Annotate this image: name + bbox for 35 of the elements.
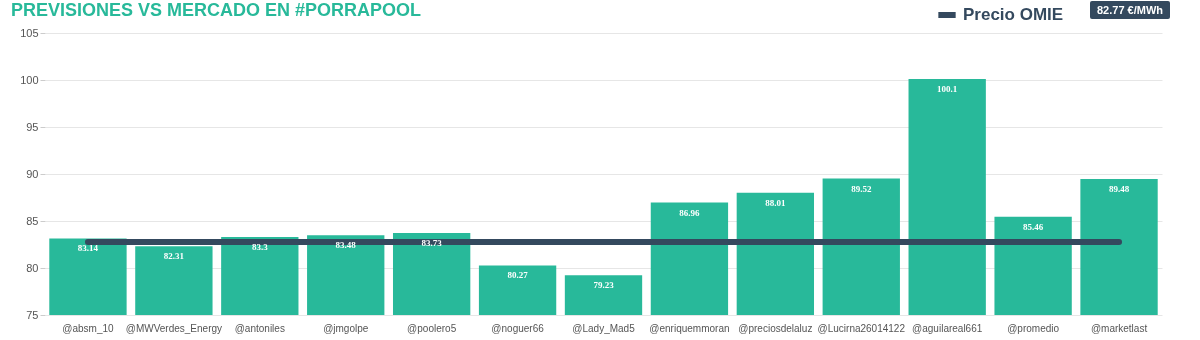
data-label: 79.23 xyxy=(593,280,615,291)
data-label: 80.27 xyxy=(507,270,529,281)
y-tick-label: 105 xyxy=(20,26,39,39)
data-label: 88.01 xyxy=(765,197,786,208)
y-tick-label: 95 xyxy=(26,120,39,133)
x-tick-label: @promedio xyxy=(1007,322,1060,334)
data-label: 89.52 xyxy=(851,183,872,194)
x-tick-label: @noguer66 xyxy=(491,322,545,334)
data-label: 100.1 xyxy=(937,84,958,95)
y-tick-label: 90 xyxy=(26,167,39,180)
x-tick-label: @jmgolpe xyxy=(323,322,369,334)
y-tick-label: 85 xyxy=(26,214,39,227)
x-tick-label: @marketlast xyxy=(1090,322,1148,334)
data-label: 82.31 xyxy=(163,251,185,262)
data-label: 83.48 xyxy=(335,240,357,251)
data-label: 89.48 xyxy=(1108,183,1130,194)
x-tick-label: @preciosdelaluz xyxy=(738,322,813,334)
y-tick-label: 75 xyxy=(26,308,39,321)
x-tick-label: @Lucirna26014122 xyxy=(817,322,906,334)
legend-label: Precio OMIE xyxy=(963,5,1064,24)
x-tick-label: @MWVerdes_Energy xyxy=(125,322,223,334)
chart-title: PREVISIONES VS MERCADO EN #PORRAPOOL xyxy=(11,0,422,21)
x-tick-label: @enriquemmoran xyxy=(649,322,730,334)
data-label: 83.14 xyxy=(77,243,99,254)
x-tick-label: @Lady_Mad5 xyxy=(572,322,636,334)
text: 82.77 €/MWh xyxy=(1090,1,1171,19)
x-tick-label: @aguilareal661 xyxy=(912,322,983,334)
data-label: 83.3 xyxy=(251,241,269,252)
data-label: 85.46 xyxy=(1022,221,1044,232)
y-tick-label: 80 xyxy=(26,261,39,274)
x-tick-label: @absm_10 xyxy=(62,322,115,334)
x-tick-label: @antoniles xyxy=(234,322,285,334)
y-tick-label: 100 xyxy=(20,73,39,86)
data-label: 86.96 xyxy=(679,207,701,218)
x-tick-label: @poolero5 xyxy=(407,322,457,334)
